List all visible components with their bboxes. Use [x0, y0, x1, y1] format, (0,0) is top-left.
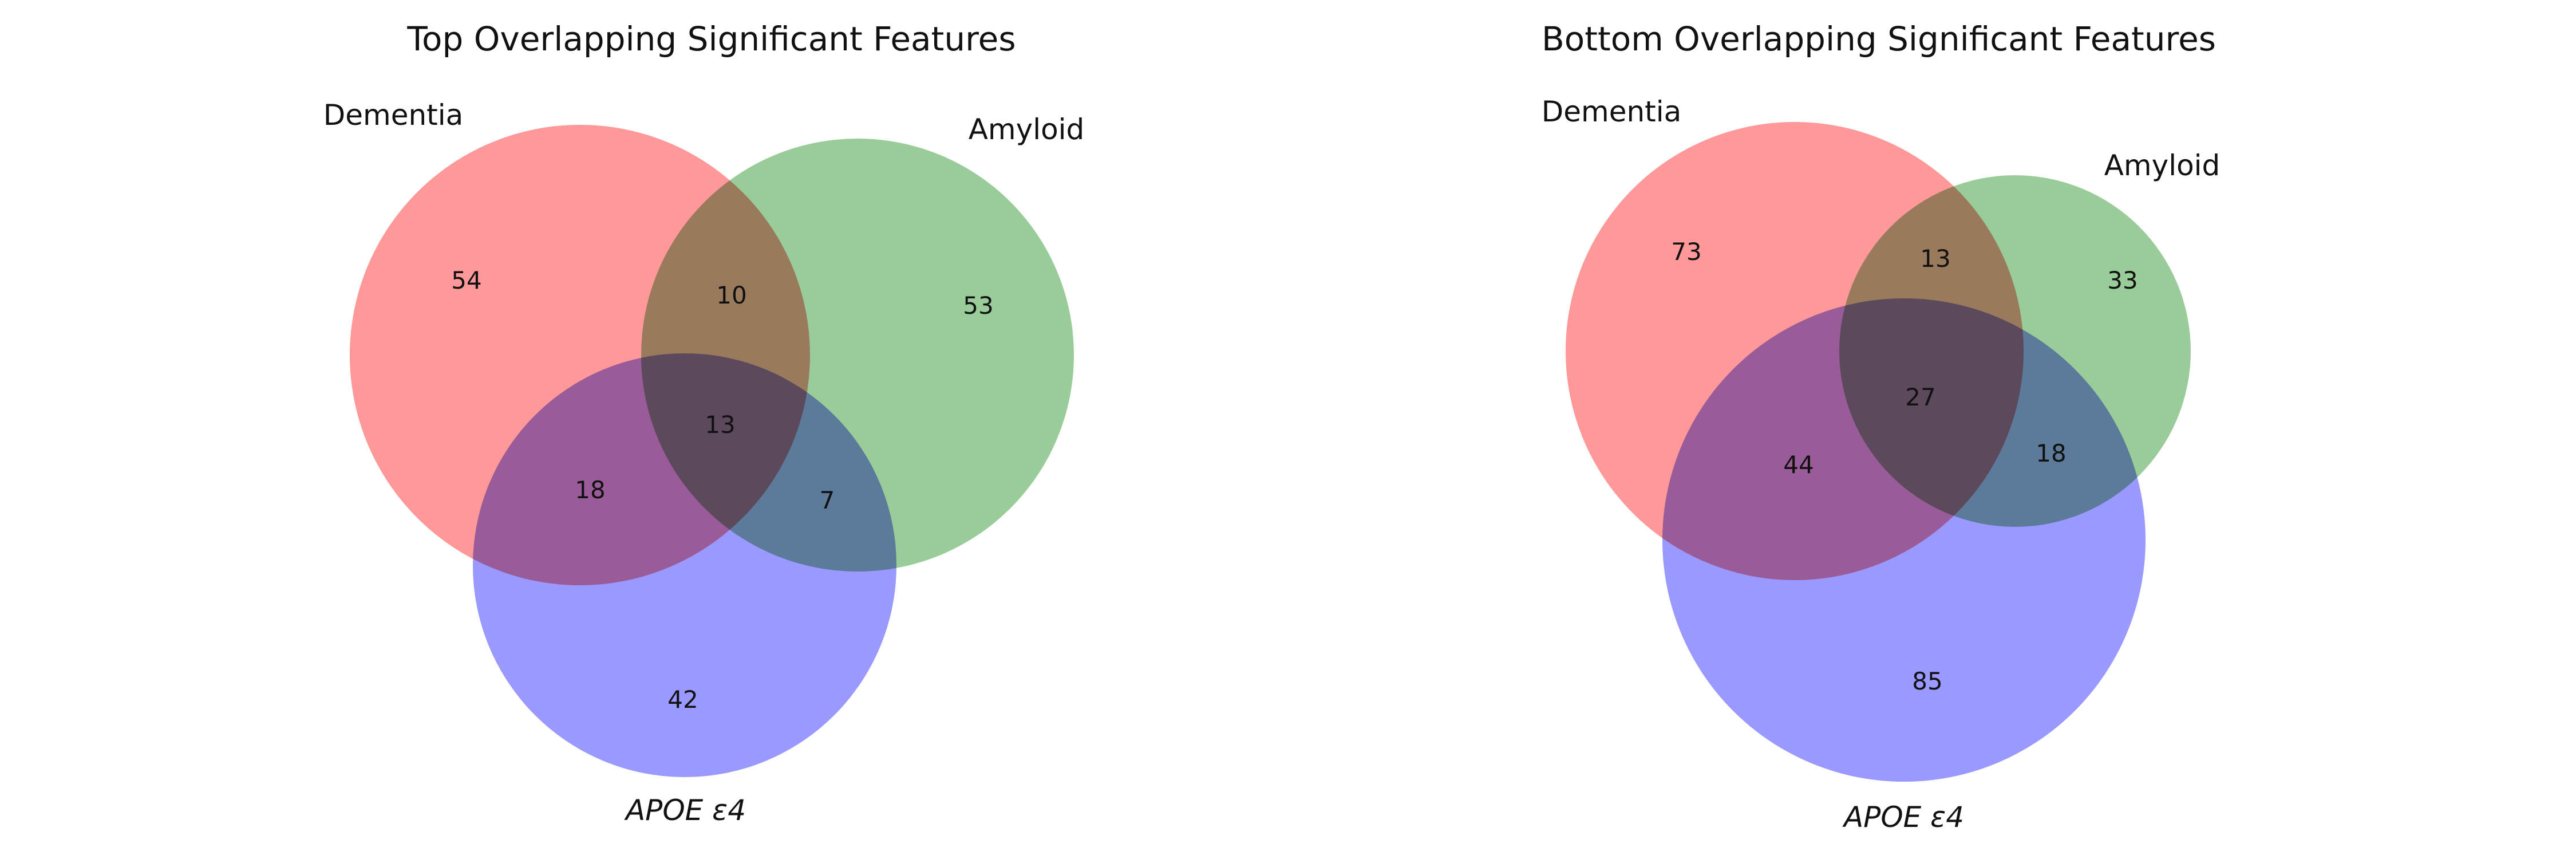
- venn-diagram-bottom: Bottom Overlapping Significant Features …: [1542, 19, 2221, 834]
- count-dementia-amyloid: 10: [716, 281, 746, 309]
- count-apoe-only: 42: [667, 685, 698, 714]
- count-dementia-apoe: 18: [575, 476, 605, 504]
- count-dementia-only: 73: [1671, 238, 1701, 266]
- apoe-circle: [473, 353, 896, 777]
- count-dementia-amyloid: 13: [1920, 245, 1950, 273]
- count-amyloid-only: 53: [963, 291, 993, 320]
- count-all-three: 27: [1905, 383, 1935, 411]
- count-apoe-only: 85: [1912, 667, 1942, 695]
- count-all-three: 13: [705, 411, 735, 439]
- count-dementia-apoe: 44: [1783, 451, 1814, 479]
- diagram-title: Bottom Overlapping Significant Features: [1542, 19, 2216, 58]
- count-amyloid-apoe: 7: [820, 486, 835, 514]
- count-amyloid-only: 33: [2107, 266, 2138, 294]
- venn-diagram-top: Top Overlapping Significant Features Dem…: [323, 19, 1085, 827]
- apoe-circle: [1662, 298, 2146, 782]
- set-label-amyloid: Amyloid: [969, 113, 1085, 146]
- set-label-dementia: Dementia: [1542, 95, 1682, 128]
- count-dementia-only: 54: [451, 266, 481, 294]
- set-label-apoe: APOE ε4: [1842, 801, 1964, 834]
- set-label-dementia: Dementia: [323, 98, 464, 132]
- set-label-amyloid: Amyloid: [2104, 149, 2221, 182]
- diagram-title: Top Overlapping Significant Features: [406, 19, 1016, 58]
- count-amyloid-apoe: 18: [2036, 439, 2066, 467]
- set-label-apoe: APOE ε4: [624, 794, 746, 827]
